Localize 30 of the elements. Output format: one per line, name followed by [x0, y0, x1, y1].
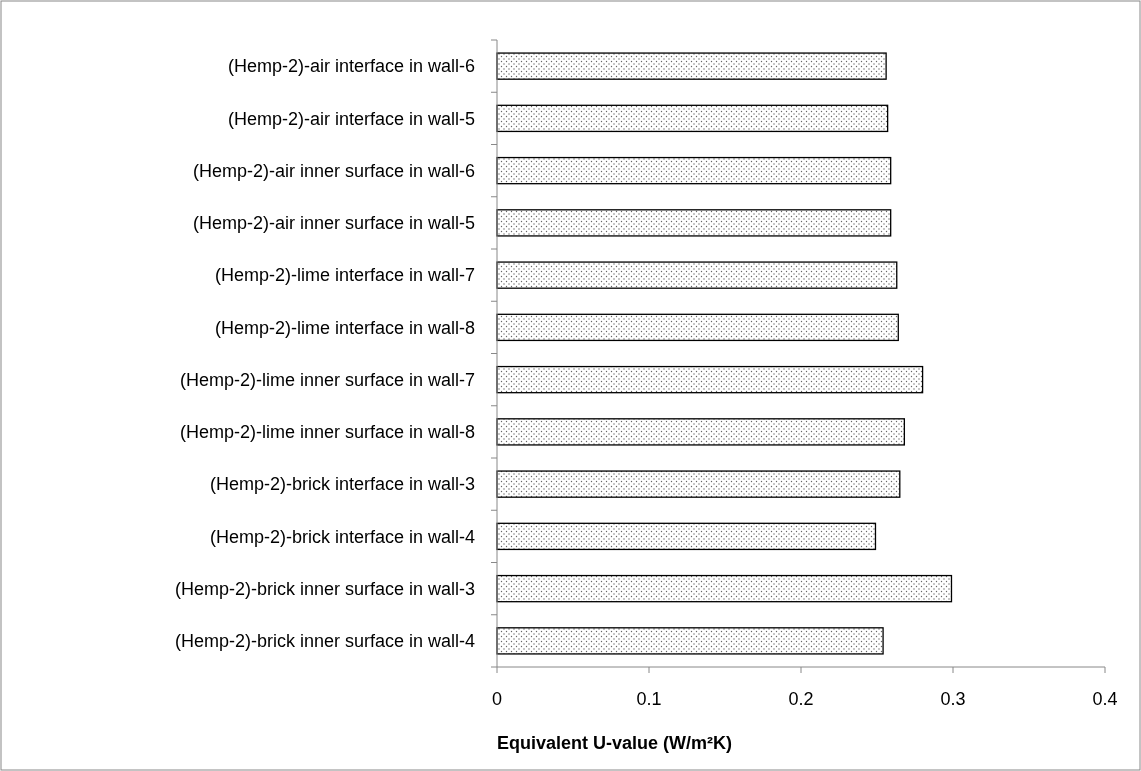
- y-tick-label: (Hemp-2)-lime interface in wall-8: [214, 317, 475, 338]
- y-tick-label: (Hemp-2)-brick inner surface in wall-3: [174, 578, 475, 599]
- bar: [496, 574, 953, 603]
- y-tick-label: (Hemp-2)-lime inner surface in wall-8: [179, 422, 475, 443]
- y-tick-label: (Hemp-2)-brick interface in wall-4: [209, 526, 475, 547]
- x-tick-label: 0.3: [940, 689, 966, 709]
- bar: [496, 522, 877, 551]
- bar: [496, 156, 892, 185]
- x-tick-label: 0: [491, 689, 503, 709]
- y-tick-label: (Hemp-2)-air interface in wall-6: [227, 56, 475, 77]
- bar: [496, 418, 906, 446]
- bar: [496, 470, 901, 498]
- x-tick-label: 0.1: [636, 689, 662, 709]
- bar: [496, 52, 887, 80]
- y-tick-label: (Hemp-2)-lime inner surface in wall-7: [179, 369, 475, 390]
- x-tick-label: 0.2: [788, 689, 814, 709]
- bar: [496, 627, 884, 655]
- y-tick-label: (Hemp-2)-lime interface in wall-7: [214, 265, 475, 286]
- bar: [496, 313, 899, 342]
- y-tick-label: (Hemp-2)-air inner surface in wall-5: [192, 213, 475, 234]
- y-tick-label: (Hemp-2)-brick interface in wall-3: [209, 474, 475, 495]
- y-tick-label: (Hemp-2)-brick inner surface in wall-4: [174, 631, 475, 652]
- x-axis-title: Equivalent U-value (W/m²K): [497, 733, 733, 753]
- bar: [496, 104, 889, 133]
- y-tick-label: (Hemp-2)-air inner surface in wall-6: [192, 160, 475, 181]
- bar: [496, 209, 892, 237]
- bar: [496, 261, 898, 289]
- bar: [496, 365, 924, 394]
- y-tick-label: (Hemp-2)-air interface in wall-5: [227, 108, 475, 129]
- x-tick-label: 0.4: [1092, 689, 1118, 709]
